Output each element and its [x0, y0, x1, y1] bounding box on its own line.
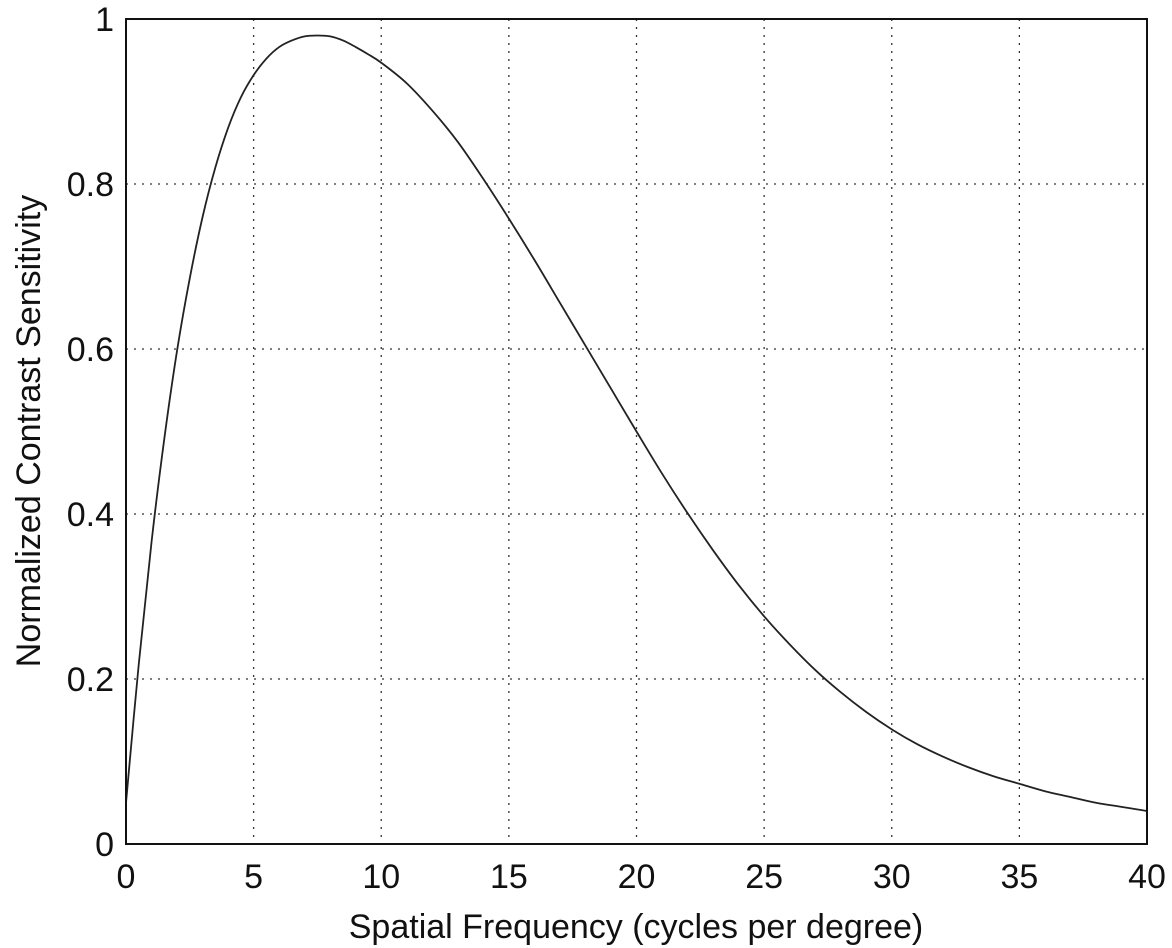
x-tick-label: 15 [490, 858, 528, 896]
y-tick-labels: 0 0.2 0.4 0.6 0.8 1 [67, 1, 114, 864]
x-tick-label: 10 [362, 858, 400, 896]
x-tick-label: 5 [244, 858, 263, 896]
y-tick-label: 0.2 [67, 661, 114, 699]
x-tick-label: 35 [1000, 858, 1038, 896]
y-tick-label: 0.6 [67, 331, 114, 369]
x-tick-label: 40 [1128, 858, 1166, 896]
plot-frame [125, 18, 1148, 845]
y-tick-label: 0.8 [67, 166, 114, 204]
grid-layer [126, 19, 1147, 844]
y-tick-label: 0 [95, 826, 114, 864]
x-tick-label: 30 [873, 858, 911, 896]
x-tick-label: 0 [117, 858, 136, 896]
y-tick-label: 0.4 [67, 496, 114, 534]
y-axis-label: Normalized Contrast Sensitivity [10, 195, 48, 667]
x-tick-label: 25 [745, 858, 783, 896]
y-tick-label: 1 [95, 1, 114, 39]
x-tick-label: 20 [618, 858, 656, 896]
x-tick-labels: 0 5 10 15 20 25 30 35 40 [117, 858, 1166, 896]
series-line [125, 34, 1148, 812]
x-axis-label: Spatial Frequency (cycles per degree) [349, 908, 924, 946]
